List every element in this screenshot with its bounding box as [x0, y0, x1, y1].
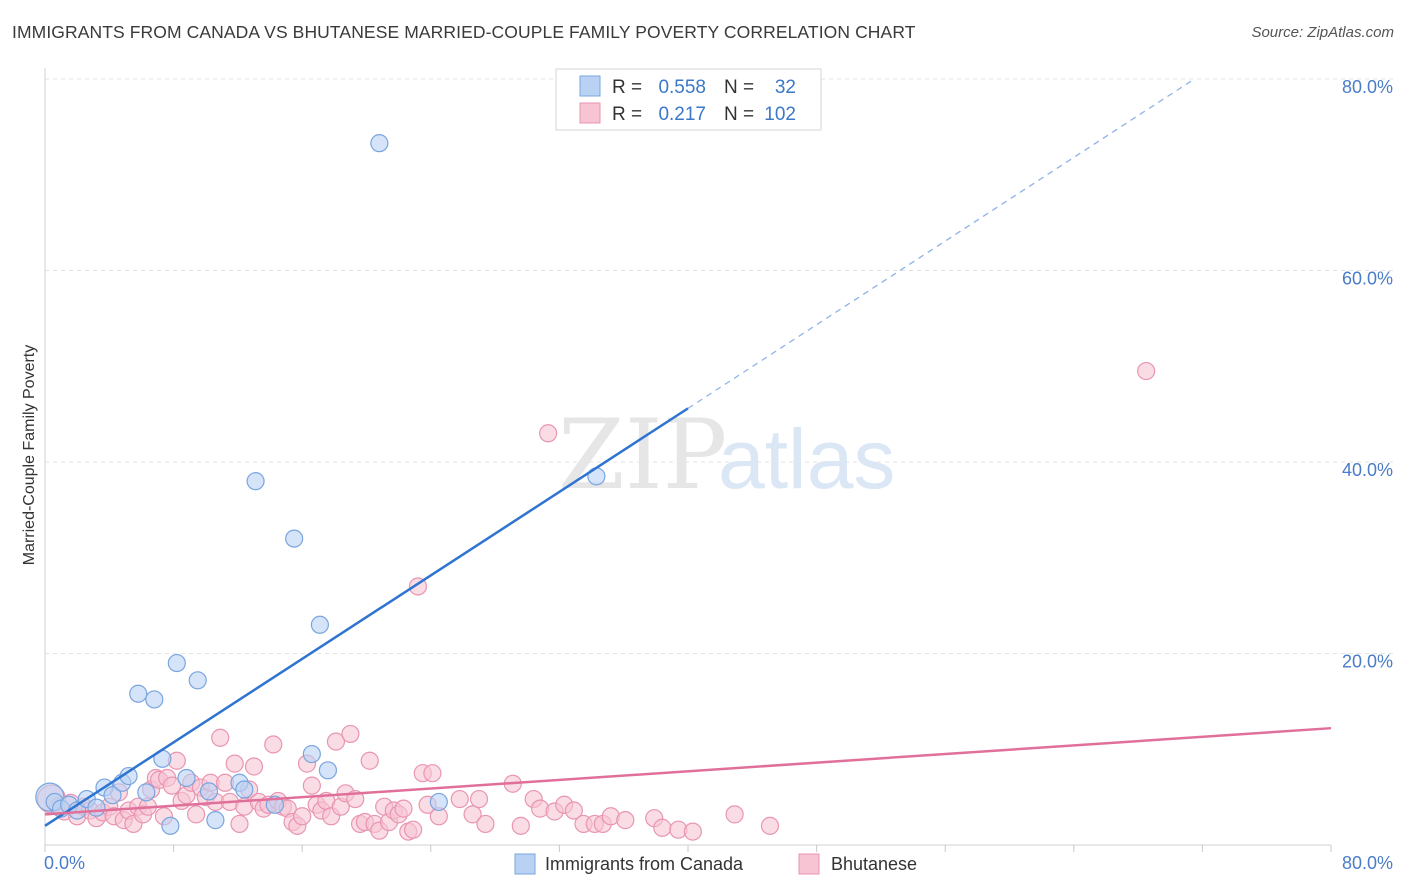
watermark-zip: ZIP: [558, 399, 727, 511]
grid: [45, 78, 1393, 654]
canada-point-30: [429, 792, 448, 812]
canada-point-27: [310, 615, 329, 634]
y-tick-label-40: 40.0%: [1342, 460, 1393, 480]
trend-lines: [44, 78, 1332, 827]
x-ticks: [44, 845, 1332, 852]
bhutanese-point-81: [469, 789, 489, 809]
watermark-atlas: atlas: [718, 412, 895, 506]
bhutanese-point-60: [341, 724, 360, 744]
bhutanese-point-28: [187, 805, 206, 824]
bhutanese-point-87: [539, 424, 558, 443]
bhutanese-point-90: [564, 801, 583, 820]
bhutanese-point-101: [760, 816, 780, 835]
legend-n-label-1: N =: [724, 77, 754, 98]
bhutanese-point-52: [302, 776, 321, 795]
canada-point-11: [129, 684, 148, 703]
canada-point-16: [167, 653, 186, 673]
bhutanese-point-40: [244, 757, 264, 776]
x-tick-label-max: 80.0%: [1342, 853, 1393, 873]
canada-trend-line: [44, 407, 689, 827]
series-legend: Immigrants from Canada Bhutanese: [514, 853, 917, 875]
legend-r-value-1: 0.558: [658, 77, 706, 98]
y-tick-label-60: 60.0%: [1342, 269, 1393, 289]
y-tick-label-20: 20.0%: [1342, 652, 1393, 672]
canada-point-13: [145, 690, 164, 709]
legend-r-value-2: 0.217: [658, 104, 706, 125]
canada-trend-extension: [687, 78, 1195, 409]
series-legend-label-canada: Immigrants from Canada: [545, 854, 744, 874]
bhutanese-point-102: [1137, 361, 1156, 381]
canada-point-15: [161, 816, 180, 835]
canada-point-25: [285, 529, 304, 548]
legend-swatch-pink: [579, 102, 601, 124]
y-axis-label: Married-Couple Family Poverty: [21, 345, 38, 566]
legend-n-value-1: 32: [775, 77, 796, 98]
canada-point-12: [137, 783, 156, 802]
bhutanese-point-37: [230, 814, 249, 834]
bhutanese-point-80: [463, 805, 482, 824]
chart-title: IMMIGRANTS FROM CANADA VS BHUTANESE MARR…: [12, 22, 916, 42]
bhutanese-point-23: [162, 776, 182, 795]
series-legend-swatch-canada: [514, 853, 536, 875]
canada-point-17: [177, 768, 196, 788]
canada-point-8: [103, 786, 122, 805]
y-tick-labels: 20.0% 40.0% 60.0% 80.0%: [1342, 77, 1393, 672]
canada-point-24: [265, 795, 284, 814]
bhutanese-point-77: [423, 764, 442, 783]
bhutanese-trend-line: [44, 726, 1332, 816]
legend-r-label-2: R =: [612, 104, 642, 125]
series-legend-label-bhutanese: Bhutanese: [831, 854, 917, 874]
bhutanese-point-33: [211, 728, 230, 747]
canada-points: [35, 134, 606, 835]
series-legend-swatch-bhutanese: [798, 853, 820, 875]
legend-n-value-2: 102: [764, 104, 796, 125]
canada-point-28: [318, 761, 338, 780]
stats-legend: R = 0.558 N = 32 R = 0.217 N = 102: [555, 68, 822, 131]
canada-point-29: [370, 134, 389, 153]
canada-point-23: [246, 472, 265, 491]
bhutanese-point-44: [264, 735, 283, 754]
x-tick-label-min: 0.0%: [44, 853, 85, 873]
canada-point-6: [87, 798, 106, 817]
legend-swatch-blue: [579, 75, 601, 97]
bhutanese-point-71: [394, 799, 413, 818]
legend-n-label-2: N =: [724, 104, 754, 125]
canada-point-18: [188, 671, 207, 690]
bhutanese-point-36: [225, 754, 244, 773]
canada-point-20: [206, 811, 225, 830]
watermark: ZIP atlas: [558, 399, 895, 511]
bhutanese-point-64: [360, 751, 379, 770]
bhutanese-point-79: [450, 789, 469, 809]
source-label: Source: ZipAtlas.com: [1251, 24, 1394, 41]
bhutanese-point-57: [326, 732, 346, 751]
bhutanese-point-95: [616, 811, 635, 830]
bhutanese-point-84: [511, 816, 530, 835]
legend-r-label-1: R =: [612, 77, 642, 98]
canada-point-26: [302, 744, 321, 764]
bhutanese-point-82: [476, 814, 495, 834]
bhutanese-point-97: [653, 818, 672, 837]
canada-point-19: [199, 782, 219, 801]
bhutanese-point-99: [683, 822, 702, 841]
bhutanese-point-50: [293, 807, 312, 826]
bhutanese-point-73: [404, 820, 423, 839]
bhutanese-point-100: [725, 805, 744, 824]
y-tick-label-80: 80.0%: [1342, 77, 1393, 97]
canada-point-22: [235, 780, 254, 799]
